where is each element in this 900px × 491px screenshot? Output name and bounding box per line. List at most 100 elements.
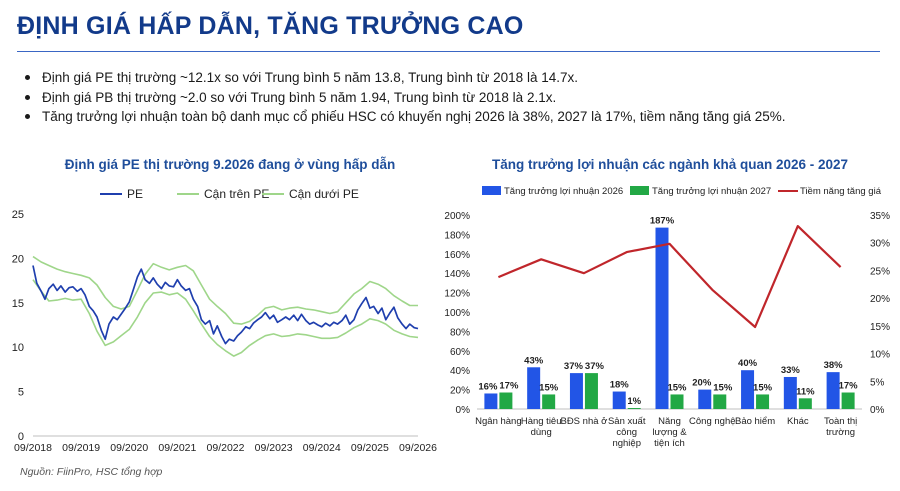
growth-right-tick: 5% [870,377,885,388]
pe-y-tick: 15 [12,298,24,310]
growth-right-tick: 10% [870,350,890,361]
growth-left-tick: 120% [444,289,470,300]
growth-right-tick: 30% [870,239,890,250]
pe-line [32,265,419,345]
category-label: Khác [787,416,809,427]
pe-legend-label: Cận dưới PE [289,187,359,201]
growth-left-tick: 180% [444,230,470,241]
bar-2026 [569,373,583,409]
bar-2027 [499,392,513,409]
bar-2027-label: 17% [499,381,519,392]
bar-2026 [698,389,712,409]
category-label: dùng [531,427,552,438]
pe-legend-label: Cận trên PE [204,187,269,201]
growth-left-tick: 140% [444,269,470,280]
bar-2026-label: 20% [692,378,712,389]
pe-x-tick: 09/2026 [399,442,437,454]
pe-legend-label: PE [127,187,143,201]
growth-right-tick: 20% [870,294,890,305]
bullet-growth: Tăng trưởng lợi nhuận toàn bộ danh mục c… [22,107,882,127]
pe-y-tick: 0 [18,431,24,443]
growth-left-tick: 200% [444,211,470,222]
category-label: Hàng tiêu [521,416,562,427]
growth-legend-label: Tăng trưởng lợi nhuận 2027 [652,186,771,197]
pe-x-tick: 09/2019 [62,442,100,454]
category-label: tiện ích [654,438,685,449]
growth-right-tick: 25% [870,266,890,277]
bullet-list: Định giá PE thị trường ~12.1x so với Tru… [22,68,882,127]
bar-2026 [783,376,797,409]
bar-2026-label: 38% [824,360,844,371]
category-label: Bảo hiểm [735,416,775,427]
bar-2027-label: 15% [667,382,687,393]
growth-legend-swatch [630,186,649,195]
growth-left-tick: 40% [450,366,470,377]
growth-right-tick: 0% [870,405,885,416]
bar-2026-label: 40% [738,358,758,369]
bar-2027-label: 15% [753,382,773,393]
pe-chart-title: Định giá PE thị trường 9.2026 đang ở vùn… [64,157,396,172]
pe-x-tick: 09/2023 [255,442,293,454]
bar-2026 [826,372,840,409]
bar-2027 [713,394,727,409]
growth-left-tick: 100% [444,308,470,319]
bar-2027-label: 17% [839,381,859,392]
source-note: Nguồn: FiinPro, HSC tổng hợp [20,466,163,478]
pe-upper-band-line [32,255,418,325]
pe-x-tick: 09/2024 [303,442,341,454]
bar-2026-label: 33% [781,365,801,376]
category-label: trường [826,427,855,438]
pe-x-tick: 09/2022 [207,442,245,454]
bar-2026 [655,227,669,409]
category-label: Công nghệ [689,416,735,427]
bar-2026 [612,391,626,409]
bullet-pe: Định giá PE thị trường ~12.1x so với Tru… [22,68,882,88]
bar-2026-label: 18% [610,380,630,391]
bar-2026-label: 43% [524,355,544,366]
growth-chart-title: Tăng trưởng lợi nhuận các ngành khả quan… [491,157,849,172]
bar-2027 [841,392,855,409]
growth-left-tick: 60% [450,347,470,358]
bar-2027 [542,394,556,409]
bar-2027-label: 15% [539,382,559,393]
bar-2027 [584,373,598,409]
pe-y-tick: 25 [12,209,24,221]
growth-left-tick: 80% [450,327,470,338]
page-title: ĐỊNH GIÁ HẤP DẪN, TĂNG TRƯỞNG CAO [17,12,524,40]
category-label: Sản xuất [608,416,646,427]
bar-2027 [756,394,770,409]
bar-2026 [484,393,498,409]
bar-2027-label: 15% [713,382,733,393]
pe-x-tick: 09/2021 [158,442,196,454]
pe-y-tick: 20 [12,253,24,265]
pe-x-tick: 09/2020 [110,442,148,454]
title-divider [17,51,880,52]
pe-y-tick: 10 [12,342,24,354]
pe-x-tick: 09/2025 [351,442,389,454]
growth-right-tick: 15% [870,322,890,333]
pe-x-tick: 09/2018 [14,442,52,454]
category-label: Ngân hàng [475,416,521,427]
category-label: công [616,427,637,438]
category-label: Toàn thị [824,416,857,427]
category-label: Năng [658,416,681,427]
growth-left-tick: 0% [456,405,471,416]
bar-2026-label: 187% [650,216,675,227]
bar-2026-label: 37% [564,361,584,372]
category-label: lượng & [652,427,687,438]
bar-2027-label: 37% [585,361,605,372]
bar-2026-label: 16% [478,381,498,392]
category-label: BĐS nhà ở [560,416,607,427]
pe-lower-band-line [32,279,419,357]
pe-y-tick: 5 [18,387,24,399]
bar-2027 [670,394,684,409]
growth-legend-swatch [482,186,501,195]
growth-left-tick: 160% [444,250,470,261]
bar-2026 [527,367,541,409]
growth-left-tick: 20% [450,386,470,397]
bar-2026 [741,370,755,409]
bar-2027-label: 1% [627,396,641,407]
bar-2027 [627,408,641,409]
